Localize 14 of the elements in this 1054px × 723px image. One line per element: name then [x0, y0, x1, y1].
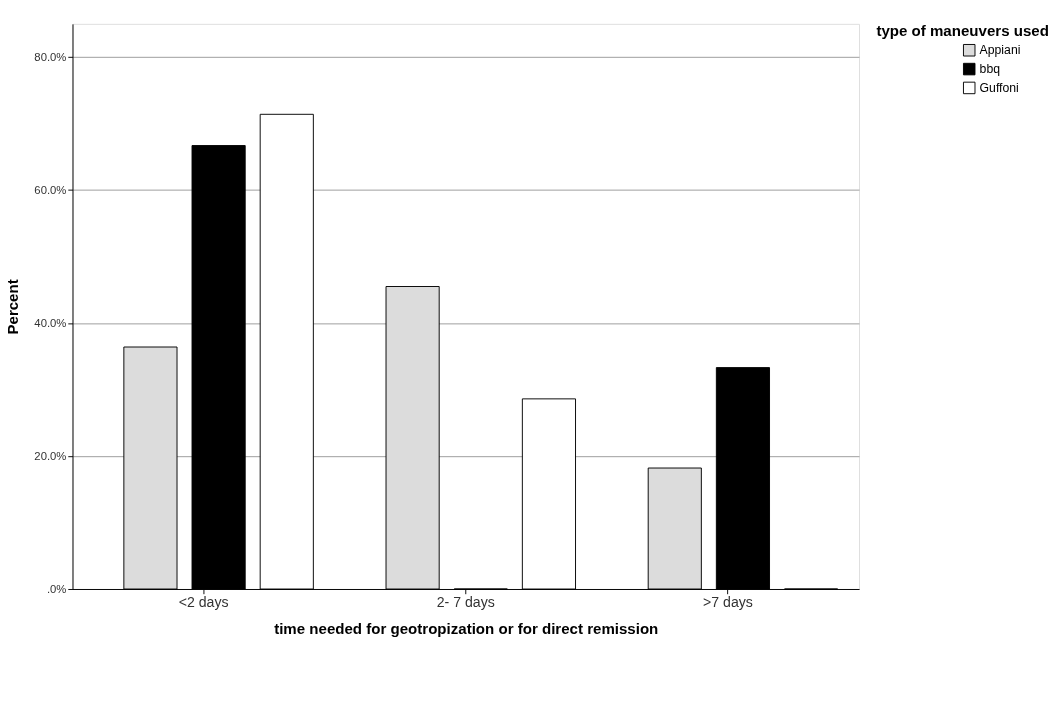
y-tick-label: 60.0% [34, 184, 67, 197]
y-tick-label: 40.0% [34, 317, 67, 330]
x-axis-title: time needed for geotropization or for direct remission [274, 619, 659, 637]
x-tick-label: >7 days [703, 594, 753, 611]
legend-label: Guffoni [979, 80, 1019, 95]
x-tick-label: <2 days [178, 594, 229, 611]
legend-label: bbq [979, 61, 1001, 76]
y-tick-label: 80.0% [34, 51, 67, 64]
legend-label: Appiani [979, 43, 1021, 58]
x-tick-label: 2- 7 days [436, 594, 495, 611]
y-tick-label: 20.0% [34, 450, 67, 463]
y-axis-title: Percent [4, 279, 22, 335]
legend-title: type of maneuvers used [876, 22, 1049, 40]
y-tick-label: .0% [46, 583, 67, 596]
